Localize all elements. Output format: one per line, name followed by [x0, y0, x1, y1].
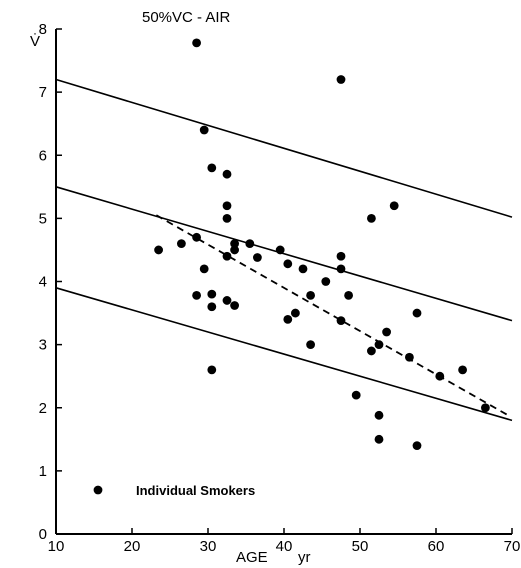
reference-line-2 [55, 186, 513, 322]
x-tick-label: 10 [48, 538, 65, 555]
data-point [374, 434, 384, 444]
data-point [389, 201, 399, 211]
data-point [275, 245, 285, 255]
data-point [405, 352, 414, 362]
data-point [199, 125, 209, 135]
data-point [336, 316, 346, 326]
x-tick-label: 60 [428, 538, 445, 555]
data-point [382, 327, 391, 337]
y-tick-label: 6 [39, 147, 47, 164]
data-point [207, 289, 217, 299]
data-point [283, 259, 293, 269]
x-axis-ticks: 10 20 30 40 50 60 70 [48, 528, 521, 555]
reference-lines [55, 78, 513, 422]
legend-marker [93, 485, 103, 495]
data-point [412, 308, 422, 318]
data-points [154, 38, 490, 451]
data-point [222, 169, 232, 179]
data-point [298, 264, 308, 274]
data-point [222, 201, 232, 211]
data-point [222, 251, 232, 261]
data-point [207, 365, 217, 375]
y-tick-label: 8 [39, 21, 47, 38]
data-point [230, 245, 240, 255]
y-tick-label: 1 [39, 463, 47, 480]
x-tick-label: 50 [352, 538, 369, 555]
data-point [192, 38, 202, 48]
data-point [230, 301, 240, 310]
data-point [192, 290, 202, 300]
data-point [481, 403, 490, 413]
y-tick-label: 4 [39, 274, 47, 291]
y-axis-ticks: 0 1 2 3 4 5 6 7 8 [39, 21, 62, 543]
data-point [367, 346, 376, 356]
x-axis-label: AGE [236, 549, 268, 566]
data-point [458, 365, 467, 375]
x-tick-label: 40 [276, 538, 293, 555]
reference-line-1 [55, 78, 513, 218]
x-tick-label: 20 [124, 538, 141, 555]
data-point [207, 163, 217, 173]
data-point [306, 340, 315, 350]
data-point [177, 239, 186, 249]
y-tick-label: 3 [39, 337, 47, 354]
data-point [154, 245, 164, 255]
data-point [344, 290, 353, 300]
data-point [230, 239, 240, 249]
data-point [374, 340, 384, 350]
data-point [336, 251, 346, 261]
chart-title: 50%VC - AIR [142, 9, 231, 26]
data-point [192, 232, 202, 242]
x-axis-unit: yr [298, 549, 311, 566]
trend-line [155, 214, 509, 417]
data-point [336, 75, 346, 84]
data-point [291, 308, 300, 318]
y-tick-label: 7 [39, 84, 47, 101]
data-point [306, 290, 315, 300]
data-point [321, 277, 331, 286]
data-point [245, 239, 255, 249]
y-tick-label: 2 [39, 400, 47, 417]
data-point [336, 264, 346, 274]
data-point [222, 213, 232, 223]
data-point [207, 302, 217, 312]
legend: Individual Smokers [93, 483, 255, 498]
trend-line-group [155, 214, 509, 417]
legend-label: Individual Smokers [136, 483, 255, 498]
data-point [253, 253, 262, 262]
data-point [412, 441, 422, 451]
y-axis-label: V̇ [30, 33, 40, 50]
reference-line-3 [55, 287, 513, 422]
y-tick-label: 0 [39, 526, 47, 543]
data-point [222, 296, 232, 305]
data-point [199, 264, 209, 274]
data-point [351, 390, 361, 400]
data-point [435, 371, 445, 381]
data-point [374, 410, 384, 420]
y-tick-label: 5 [39, 210, 47, 227]
x-tick-label: 70 [504, 538, 521, 555]
data-point [283, 314, 293, 324]
data-point [367, 213, 376, 223]
x-tick-label: 30 [200, 538, 217, 555]
